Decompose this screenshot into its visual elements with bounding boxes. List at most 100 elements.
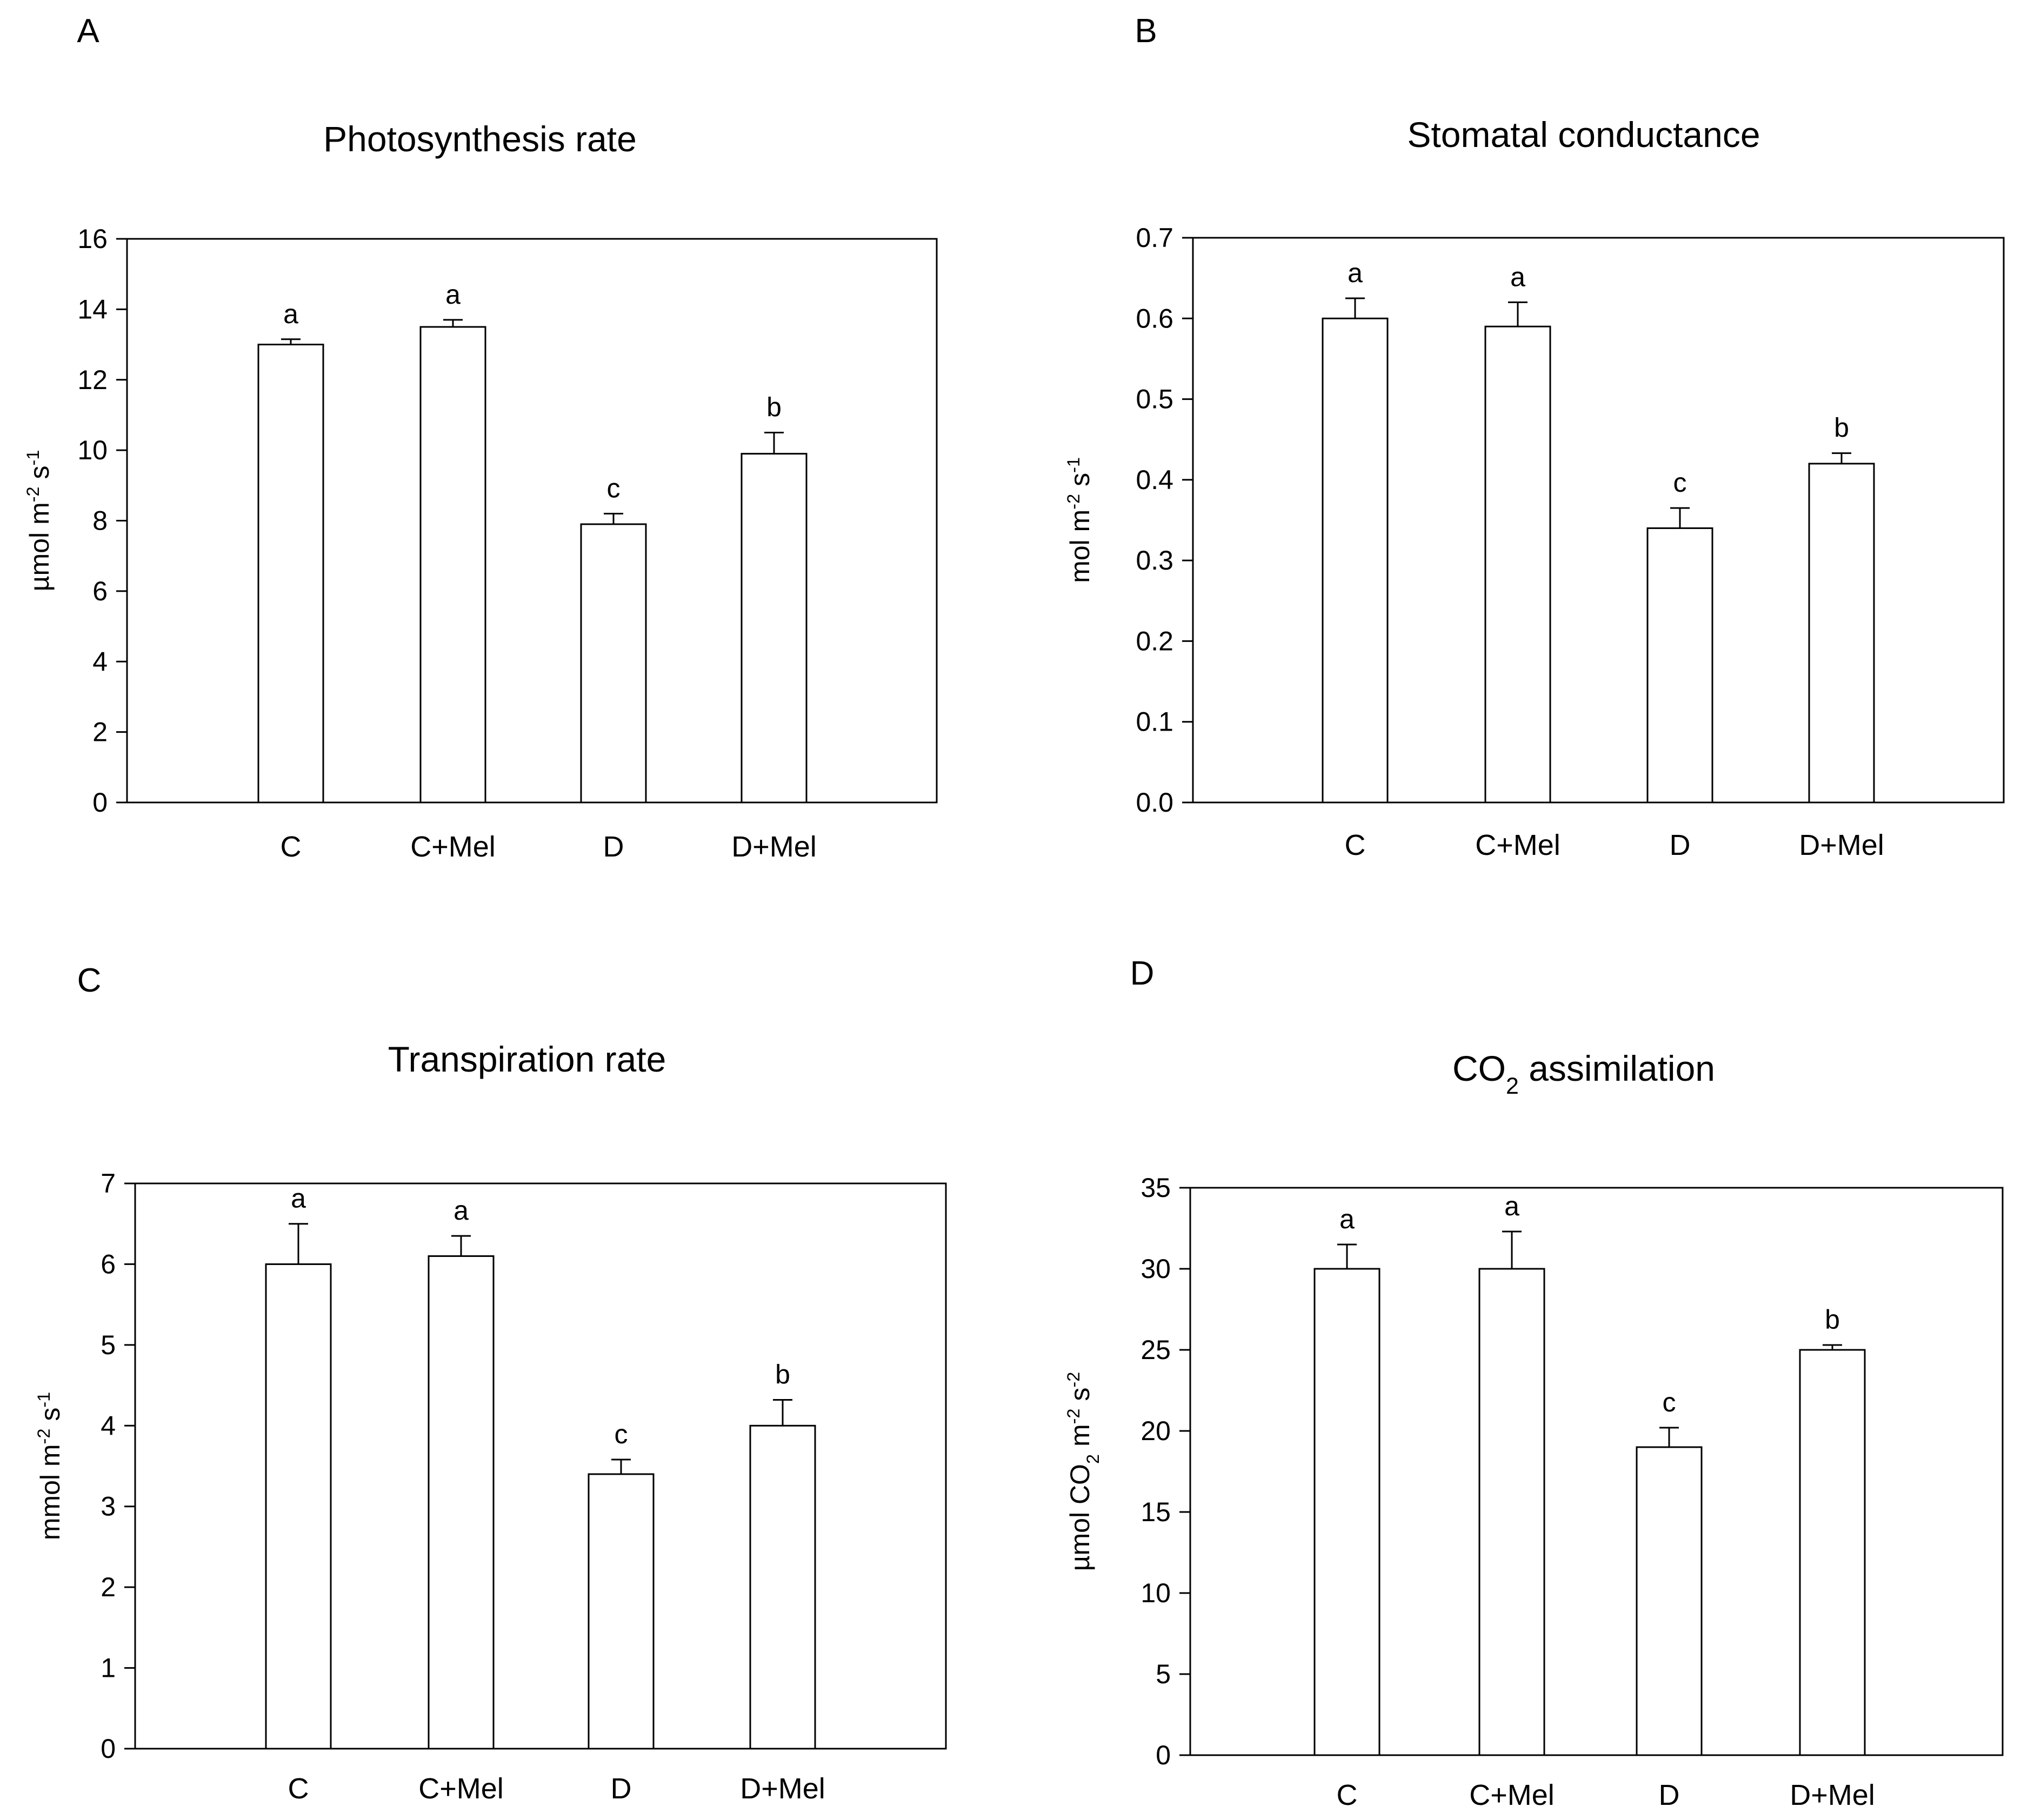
bar-c-plus-mel	[1484, 325, 1551, 804]
y-tick-label: 10	[1140, 1578, 1171, 1608]
y-tick-label: 3	[101, 1491, 116, 1522]
text-part: Stomatal conductance	[1407, 115, 1760, 155]
bar-d-plus-mel	[741, 453, 808, 804]
text-part: -2	[23, 486, 43, 502]
y-tick-label: 25	[1140, 1335, 1171, 1365]
category-label: C+Mel	[418, 1772, 504, 1805]
y-tick-label: 0	[1156, 1740, 1171, 1770]
bar-c	[265, 1263, 332, 1750]
significance-label: b	[1834, 413, 1849, 443]
category-label: C	[281, 831, 302, 863]
category-label: D	[1659, 1779, 1680, 1811]
bar-c	[1322, 317, 1389, 804]
y-tick-label: 10	[77, 435, 108, 465]
category-label: C	[1345, 829, 1366, 861]
panel-letter: B	[1135, 12, 1157, 50]
panel-letter: D	[1130, 955, 1155, 992]
bar-d	[1636, 1446, 1703, 1756]
text-part: µmol CO	[1065, 1464, 1095, 1571]
text-part: -2	[1064, 494, 1083, 510]
bar-c-plus-mel	[419, 326, 486, 804]
y-tick-label: 8	[92, 506, 108, 536]
plot-frame	[134, 1182, 947, 1750]
y-tick-label: 6	[101, 1249, 116, 1279]
panel-letter: A	[77, 12, 99, 50]
plot-frame	[1192, 237, 2005, 804]
text-part: 2	[1506, 1073, 1519, 1099]
significance-label: a	[1510, 262, 1525, 292]
plot-frame	[1189, 1187, 2004, 1756]
category-label: D+Mel	[1799, 829, 1884, 861]
significance-label: b	[775, 1359, 790, 1389]
chart-title: CO2 assimilation	[1452, 1048, 1715, 1099]
y-tick-label: 4	[101, 1410, 116, 1441]
significance-label: c	[1663, 1387, 1676, 1417]
bar-d	[580, 523, 647, 804]
significance-label: a	[445, 279, 461, 310]
text-part: -1	[23, 450, 43, 466]
text-part: -1	[1064, 457, 1083, 473]
y-tick-label: 0.6	[1136, 303, 1173, 333]
text-part: -2	[1064, 1409, 1083, 1424]
y-axis-label: mol m-2 s-1	[1064, 457, 1095, 583]
y-tick-label: 2	[92, 717, 108, 747]
significance-label: a	[291, 1183, 306, 1214]
category-label: D	[603, 831, 624, 863]
text-part: m	[1065, 1424, 1095, 1454]
y-tick-label: 5	[1156, 1659, 1171, 1689]
text-part: mol m	[1065, 510, 1095, 583]
y-tick-label: 0.4	[1136, 465, 1173, 495]
significance-label: a	[1348, 258, 1363, 288]
y-tick-label: 0	[92, 787, 108, 818]
bar-d	[1646, 527, 1713, 804]
bar-d	[588, 1473, 655, 1750]
significance-label: c	[1673, 467, 1687, 498]
y-tick-label: 0.0	[1136, 787, 1173, 818]
panel-letter: C	[77, 962, 102, 999]
y-tick-label: 7	[101, 1168, 116, 1199]
bar-c-plus-mel	[428, 1255, 495, 1750]
plot-frame	[126, 238, 938, 804]
significance-label: a	[453, 1195, 469, 1226]
category-label: C+Mel	[1469, 1779, 1555, 1811]
text-part: Transpiration rate	[388, 1039, 666, 1079]
text-part: s	[1065, 473, 1095, 494]
significance-label: c	[607, 473, 621, 503]
text-part: -2	[1064, 1372, 1083, 1388]
category-label: D	[1670, 829, 1691, 861]
category-label: D+Mel	[1790, 1779, 1875, 1811]
chart-title: Stomatal conductance	[1407, 115, 1760, 155]
y-tick-label: 35	[1140, 1173, 1171, 1203]
bar-c-plus-mel	[1478, 1268, 1545, 1756]
category-label: D+Mel	[740, 1772, 825, 1805]
category-label: C	[1337, 1779, 1358, 1811]
bar-c	[257, 344, 324, 804]
category-label: D	[611, 1772, 632, 1805]
y-tick-label: 0.2	[1136, 626, 1173, 656]
text-part: µmol m	[24, 502, 55, 591]
y-axis-label: µmol CO2 m-2 s-2	[1064, 1372, 1103, 1571]
category-label: C+Mel	[1475, 829, 1560, 861]
significance-label: b	[766, 392, 782, 423]
category-label: C	[288, 1772, 309, 1805]
y-tick-label: 14	[77, 294, 108, 324]
text-part: assimilation	[1519, 1048, 1715, 1088]
bar-d-plus-mel	[1808, 463, 1875, 804]
y-tick-label: 1	[101, 1653, 116, 1683]
y-tick-label: 20	[1140, 1416, 1171, 1446]
category-label: C+Mel	[410, 831, 496, 863]
text-part: s	[24, 466, 55, 487]
category-label: D+Mel	[731, 831, 817, 863]
y-axis-label: mmol m-2 s-1	[34, 1392, 65, 1540]
significance-label: a	[1504, 1191, 1519, 1221]
text-part: mmol m	[35, 1444, 65, 1540]
y-tick-label: 6	[92, 576, 108, 606]
y-tick-label: 0.5	[1136, 384, 1173, 414]
chart-title: Transpiration rate	[388, 1039, 666, 1079]
y-tick-label: 0.7	[1136, 223, 1173, 253]
y-tick-label: 0.3	[1136, 545, 1173, 576]
significance-label: c	[615, 1419, 628, 1449]
y-tick-label: 4	[92, 646, 108, 677]
